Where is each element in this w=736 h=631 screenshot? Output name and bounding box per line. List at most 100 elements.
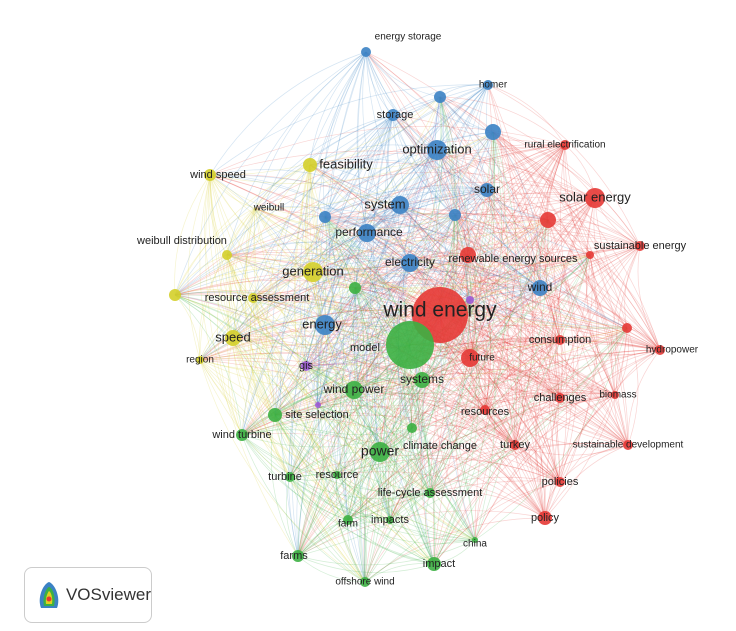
edge [324, 216, 335, 326]
node [222, 250, 232, 260]
node [449, 209, 461, 221]
edge [305, 365, 476, 541]
edge [226, 51, 367, 256]
edge [520, 144, 566, 519]
edge [354, 287, 436, 565]
edge [492, 131, 568, 483]
edge [399, 84, 489, 206]
edge [209, 174, 326, 218]
edge [454, 214, 517, 446]
edge [536, 144, 566, 289]
edge [252, 114, 394, 299]
edge [366, 204, 401, 453]
edge [209, 174, 469, 256]
edge [324, 149, 438, 218]
edge [563, 144, 591, 256]
edge [535, 197, 596, 519]
edge [539, 197, 596, 289]
edge [232, 309, 561, 341]
edge [411, 197, 596, 429]
edge [436, 149, 541, 289]
edge [389, 219, 549, 521]
edge [226, 114, 394, 256]
edge [436, 149, 628, 329]
edge [289, 232, 368, 478]
edge [544, 394, 616, 519]
edge [297, 327, 628, 557]
edge [297, 214, 456, 557]
node-label: policy [531, 512, 560, 524]
edge [324, 84, 489, 326]
edge [467, 254, 616, 396]
edge [226, 187, 488, 256]
edge [199, 359, 423, 392]
edge [514, 444, 561, 483]
edge [309, 131, 494, 170]
edge [352, 232, 381, 453]
logo[interactable]: VOSviewer [24, 567, 152, 623]
edge [297, 539, 476, 566]
edge [467, 254, 629, 446]
edge [514, 444, 629, 456]
edge [199, 359, 338, 476]
edge [467, 245, 641, 267]
edge [199, 204, 401, 361]
edge [289, 339, 561, 478]
edge [232, 337, 516, 446]
edge [474, 444, 516, 541]
node-label: impact [423, 558, 455, 570]
node [414, 372, 430, 388]
edge [274, 411, 561, 483]
edge [174, 294, 546, 519]
edge [317, 287, 356, 406]
edge [209, 174, 413, 429]
node-label: wind [527, 280, 553, 294]
edge [347, 519, 476, 544]
edge [364, 254, 591, 583]
edge [244, 207, 276, 416]
edge [514, 254, 591, 446]
edge [559, 327, 628, 483]
edge [409, 96, 444, 264]
edge [353, 144, 566, 391]
edge [297, 245, 641, 557]
edge [439, 314, 661, 357]
edge [539, 287, 629, 446]
node [345, 381, 363, 399]
edge [492, 131, 541, 289]
edge [467, 254, 561, 399]
node-label: china [463, 539, 487, 550]
edge [467, 254, 661, 351]
edge [297, 492, 431, 557]
edge [199, 324, 326, 361]
edge [305, 204, 401, 367]
edge [389, 397, 561, 521]
node-label: speed [215, 329, 250, 344]
edge [353, 389, 435, 565]
edge [336, 471, 546, 519]
edge [484, 339, 561, 411]
edge [174, 254, 228, 296]
edge [365, 51, 661, 351]
edge [209, 169, 401, 206]
edge [232, 335, 629, 446]
edge [439, 84, 492, 316]
node-label: homer [479, 80, 508, 91]
node [560, 140, 570, 150]
edge [539, 287, 661, 351]
edge [252, 84, 489, 299]
edge [289, 189, 488, 478]
edge [559, 444, 629, 483]
edge [199, 271, 314, 361]
edge [323, 51, 367, 218]
edge [333, 204, 401, 476]
edge [174, 131, 494, 296]
edge [354, 219, 549, 289]
edge [433, 219, 549, 565]
node [585, 188, 605, 208]
edge [439, 96, 566, 146]
edge [411, 427, 431, 494]
edge [347, 287, 373, 521]
node [333, 471, 341, 479]
